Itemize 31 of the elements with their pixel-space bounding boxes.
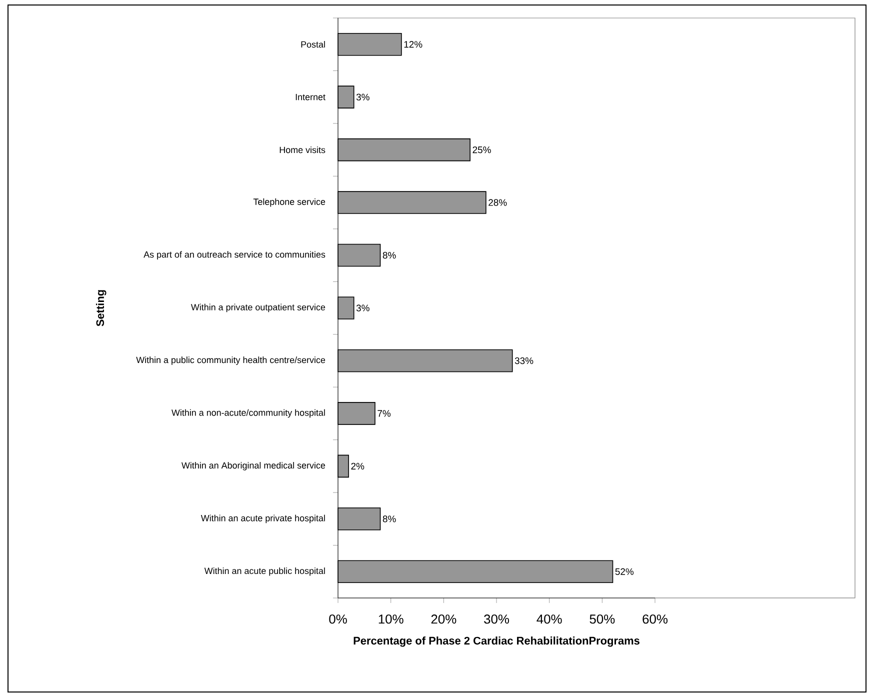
data-label: 12%	[404, 41, 422, 48]
data-label: 2%	[351, 462, 364, 470]
data-label: 3%	[356, 304, 370, 312]
y-tick-label: Home visits	[280, 146, 326, 154]
data-label: 3%	[356, 94, 370, 100]
x-tick-label: 0%	[329, 614, 347, 624]
y-tick-label: Within a public community health centre/service	[136, 356, 326, 365]
y-tick-label: Postal	[301, 41, 325, 48]
y-tick-label: Within a non-acute/community hospital	[172, 409, 325, 418]
x-axis-title: Percentage of Phase 2 Cardiac RehabilitationPrograms	[354, 636, 640, 647]
data-label: 7%	[378, 410, 391, 417]
y-tick-label: As part of an outreach service to communities	[144, 251, 326, 260]
data-label: 8%	[382, 516, 396, 522]
y-tick-label: Within an acute private hospital	[200, 514, 325, 524]
y-axis-title: Setting	[96, 290, 106, 326]
data-label: 25%	[472, 146, 491, 154]
x-tick-label: 60%	[642, 614, 668, 624]
data-label: 8%	[382, 252, 396, 259]
y-tick-label: Within an acute public hospital	[204, 567, 325, 576]
x-tick-label: 10%	[378, 614, 404, 624]
data-label: 28%	[488, 199, 507, 206]
y-tick-label: Internet	[296, 94, 326, 100]
data-label: 33%	[514, 357, 534, 364]
x-tick-label: 30%	[484, 614, 510, 624]
x-tick-label: 50%	[590, 614, 615, 624]
y-tick-label: Within a private outpatient service	[190, 304, 326, 312]
x-tick-label: 20%	[431, 614, 456, 624]
x-tick-label: 40%	[536, 614, 562, 624]
y-tick-label: Telephone service	[253, 198, 326, 207]
y-tick-label: Within an Aboriginal medical service	[182, 462, 326, 470]
data-label: 52%	[615, 568, 634, 575]
